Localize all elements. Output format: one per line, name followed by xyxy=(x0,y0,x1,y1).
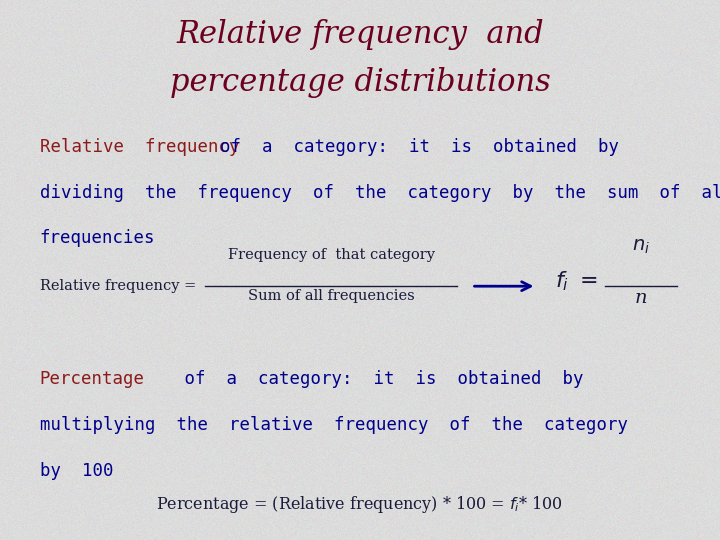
Text: $n_i$: $n_i$ xyxy=(631,238,650,256)
Text: dividing  the  frequency  of  the  category  by  the  sum  of  all: dividing the frequency of the category b… xyxy=(40,184,720,201)
Text: Percentage = (Relative frequency) * 100 = $f_i$* 100: Percentage = (Relative frequency) * 100 … xyxy=(156,494,564,515)
Text: multiplying  the  relative  frequency  of  the  category: multiplying the relative frequency of th… xyxy=(40,416,628,434)
Text: of  a  category:  it  is  obtained  by: of a category: it is obtained by xyxy=(153,370,583,388)
Text: n: n xyxy=(634,289,647,307)
Text: by  100: by 100 xyxy=(40,462,113,480)
Text: Sum of all frequencies: Sum of all frequencies xyxy=(248,289,415,303)
Text: percentage distributions: percentage distributions xyxy=(170,68,550,98)
Text: frequencies: frequencies xyxy=(40,230,155,247)
Text: =: = xyxy=(580,270,598,292)
Text: Relative  frequency: Relative frequency xyxy=(40,138,239,156)
Text: Relative frequency =: Relative frequency = xyxy=(40,279,196,293)
Text: of  a  category:  it  is  obtained  by: of a category: it is obtained by xyxy=(220,138,618,156)
Text: $f_i$: $f_i$ xyxy=(554,269,569,293)
Text: Frequency of  that category: Frequency of that category xyxy=(228,248,435,262)
Text: Relative frequency  and: Relative frequency and xyxy=(176,19,544,50)
Text: Percentage: Percentage xyxy=(40,370,145,388)
